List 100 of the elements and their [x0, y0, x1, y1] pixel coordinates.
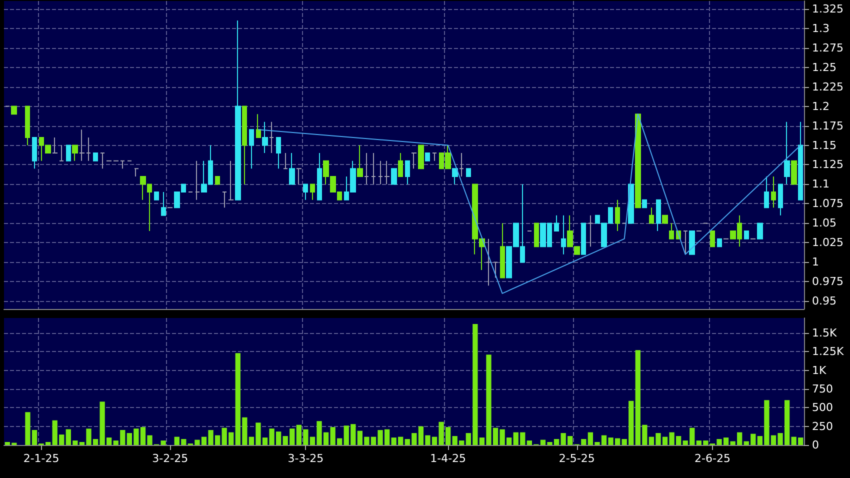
x-tick-label: 2-5-25: [558, 452, 595, 465]
y-tick-label: 1.3: [812, 22, 830, 35]
candlestick: [744, 230, 749, 240]
candlestick: [215, 176, 220, 185]
candlestick: [405, 160, 410, 185]
candlestick: [784, 121, 790, 185]
candlestick: [235, 20, 241, 200]
candlestick: [52, 136, 58, 154]
candlestick: [378, 160, 383, 185]
candlestick: [398, 152, 403, 177]
candlestick: [310, 184, 315, 200]
y-tick-label: 250: [812, 420, 833, 433]
candlestick: [256, 114, 261, 138]
candlestick: [79, 129, 85, 162]
y-tick-label: 0.95: [812, 294, 836, 308]
candlestick: [222, 192, 227, 208]
candlestick: [195, 160, 200, 200]
y-tick-label: 1.325: [812, 2, 844, 16]
candlestick: [11, 106, 17, 115]
candlestick: [615, 199, 620, 232]
y-tick-label: 750: [812, 382, 833, 396]
candlestick: [32, 136, 37, 170]
candlestick: [289, 152, 295, 185]
y-tick-label: 1.125: [812, 158, 844, 172]
candlestick: [432, 152, 437, 162]
candlestick: [86, 136, 91, 162]
y-tick-label: 1.15: [812, 138, 836, 152]
candlestick: [689, 230, 695, 255]
candlestick: [93, 152, 98, 162]
candlestick: [791, 160, 797, 185]
x-tick-label: 3-2-25: [152, 452, 188, 465]
candlestick: [66, 144, 71, 162]
candlestick: [296, 168, 302, 185]
candlestick: [683, 230, 688, 255]
x-tick-label: 3-3-25: [288, 452, 324, 465]
candlestick: [391, 168, 397, 185]
candlestick: [466, 168, 471, 177]
candlestick: [357, 144, 363, 177]
candlestick: [269, 121, 274, 154]
candlestick: [628, 184, 634, 224]
y-tick-label: 1.075: [812, 197, 844, 210]
candlestick: [656, 199, 661, 232]
candlestick: [459, 152, 464, 177]
candlestick: [662, 214, 668, 224]
y-tick-label: 1.25K: [812, 345, 844, 358]
candlestick: [364, 152, 369, 185]
x-tick-label: 2-1-25: [23, 452, 60, 465]
candlestick: [486, 238, 491, 286]
candlestick: [710, 230, 715, 248]
candlestick: [242, 106, 247, 185]
candlestick: [283, 152, 288, 170]
y-tick-label: 1.2: [812, 100, 830, 113]
candlestick: [154, 192, 159, 200]
candlestick: [317, 152, 322, 200]
candlestick: [134, 168, 139, 177]
y-tick-label: 1: [812, 256, 819, 269]
candlestick: [717, 238, 722, 248]
y-tick-label: 1.175: [812, 119, 844, 132]
y-tick-label: 1.275: [812, 41, 844, 54]
candlestick: [764, 176, 769, 208]
x-tick-label: 2-6-25: [694, 452, 730, 465]
y-tick-label: 0.975: [812, 275, 844, 288]
candlestick: [72, 144, 78, 162]
candlestick: [161, 192, 166, 216]
y-tick-label: 0: [812, 438, 819, 452]
candlestick: [798, 121, 803, 200]
candlestick: [771, 176, 776, 208]
y-tick-label: 1.025: [812, 236, 844, 250]
candlestick: [581, 222, 586, 255]
candlestick: [411, 152, 417, 170]
candlestick: [561, 214, 566, 255]
candlestick: [100, 152, 105, 170]
line-series: [258, 114, 802, 294]
candlestick: [588, 214, 593, 248]
candlestick: [59, 144, 64, 162]
y-tick-label: 500: [812, 401, 833, 414]
y-tick-label: 1K: [812, 364, 827, 377]
candlestick: [384, 160, 390, 185]
candlestick: [276, 136, 281, 170]
y-tick-label: 1.1: [812, 178, 830, 191]
candlestick: [534, 222, 539, 248]
candlestick: [303, 184, 308, 200]
candlestick: [493, 262, 498, 278]
y-tick-label: 1.5K: [812, 326, 838, 340]
y-tick-label: 1.225: [812, 80, 844, 94]
candlestick: [642, 199, 647, 208]
candlestick: [249, 129, 254, 170]
candlestick: [669, 222, 674, 240]
candlestick: [418, 144, 424, 170]
candlestick: [228, 160, 234, 200]
candlestick: [500, 222, 505, 278]
candlestick: [262, 121, 268, 154]
y-tick-label: 1.05: [812, 216, 836, 230]
candlestick: [778, 184, 783, 216]
candlestick: [649, 207, 654, 224]
candlestick: [120, 160, 125, 170]
candlestick: [25, 106, 30, 146]
x-tick-label: 1-4-25: [430, 452, 466, 465]
candlestick: [452, 168, 458, 185]
candlestick: [371, 152, 376, 185]
